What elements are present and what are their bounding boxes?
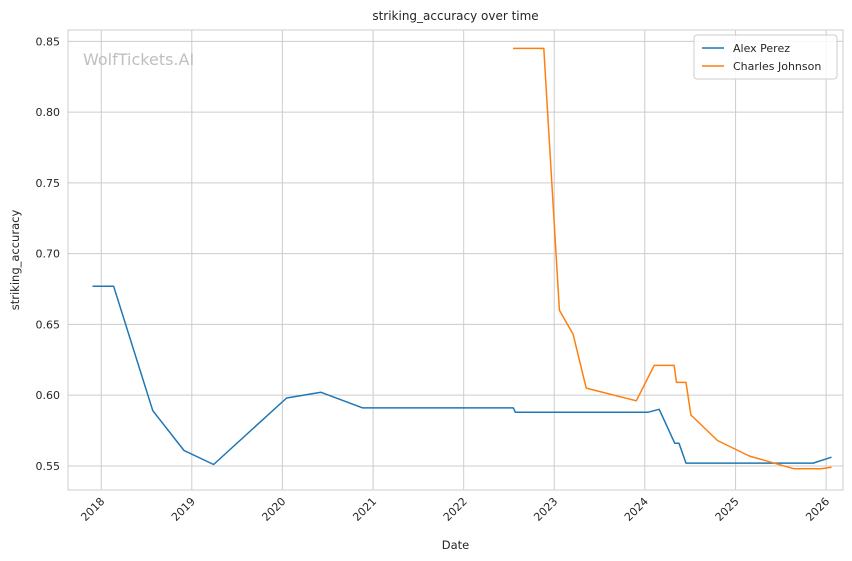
y-tick-label: 0.70 (36, 248, 61, 261)
chart-title: striking_accuracy over time (372, 9, 538, 23)
series-line-charles-johnson (513, 47, 832, 470)
series-layer (92, 47, 832, 470)
y-tick-label: 0.60 (36, 389, 61, 402)
legend-label: Charles Johnson (733, 60, 821, 73)
y-tick-label: 0.65 (36, 318, 61, 331)
y-tick-label: 0.85 (36, 35, 61, 48)
watermark-text: WolfTickets.AI (83, 50, 194, 69)
legend: Alex Perez Charles Johnson (693, 34, 838, 80)
y-tick-label: 0.75 (36, 177, 61, 190)
x-axis-label: Date (442, 538, 470, 552)
legend-label: Alex Perez (733, 42, 790, 55)
y-axis-label: striking_accuracy (8, 210, 22, 311)
y-tick-label: 0.55 (36, 460, 61, 473)
y-axis: 0.55 0.60 0.65 0.70 0.75 0.80 0.85 (36, 35, 61, 473)
grid-lines (68, 30, 843, 490)
y-tick-label: 0.80 (36, 106, 61, 119)
plot-area (67, 29, 844, 491)
series-line-alex-perez (92, 285, 832, 466)
legend-box (693, 34, 838, 80)
